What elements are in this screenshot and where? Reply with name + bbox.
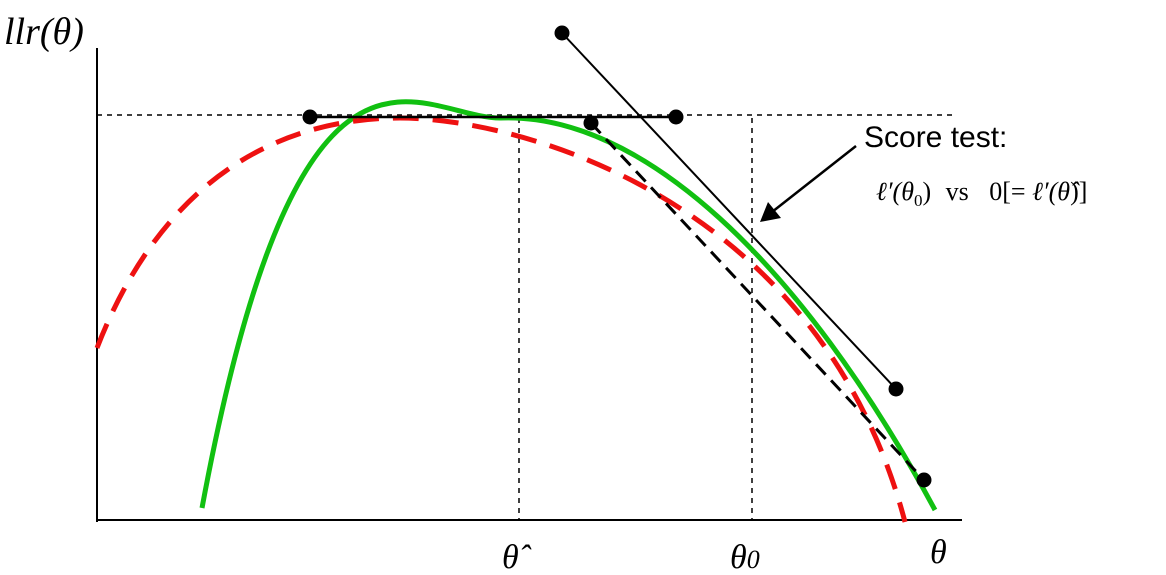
dashed-chord-line bbox=[589, 121, 926, 482]
formula-vs: vs bbox=[946, 177, 969, 206]
y-axis-label: llr(θ) bbox=[4, 11, 84, 53]
theta0-symbol: θ bbox=[730, 539, 747, 575]
tangent-endpoint-dot bbox=[888, 381, 904, 397]
formula-lhs-sub: 0 bbox=[914, 191, 923, 210]
formula-rhs-open: 0[= bbox=[989, 177, 1032, 206]
tangent-endpoint-dot bbox=[668, 109, 684, 125]
theta0-label: θ0 bbox=[730, 539, 760, 575]
formula-lhs-fn: ℓ′( bbox=[876, 177, 903, 206]
x-axis-label: θ bbox=[930, 534, 947, 571]
formula-rhs-fn: ℓ′( bbox=[1032, 177, 1059, 206]
theta-hat-label: θ̂ bbox=[502, 539, 532, 575]
red-dashed-likelihood-curve bbox=[94, 115, 908, 523]
chord-endpoint-dot bbox=[916, 472, 932, 488]
annotation-formula: ℓ′(θ0) vs 0[= ℓ′(θ̂)] bbox=[876, 177, 1087, 210]
formula-lhs-close: ) bbox=[922, 177, 931, 206]
green-likelihood-curve bbox=[199, 99, 938, 512]
chord-endpoint-dot bbox=[583, 115, 599, 131]
tangent-endpoint-dot bbox=[554, 25, 570, 41]
formula-lhs-var: θ bbox=[901, 177, 914, 206]
score-tangent-line bbox=[561, 32, 897, 390]
tangent-endpoint-dot bbox=[302, 109, 318, 125]
annotation-title: Score test: bbox=[864, 121, 1007, 154]
theta0-subscript: 0 bbox=[747, 545, 760, 574]
annotation-arrow-shaft bbox=[771, 145, 857, 213]
formula-rhs-close: )] bbox=[1070, 177, 1087, 206]
annotation-arrow-head bbox=[760, 202, 781, 222]
